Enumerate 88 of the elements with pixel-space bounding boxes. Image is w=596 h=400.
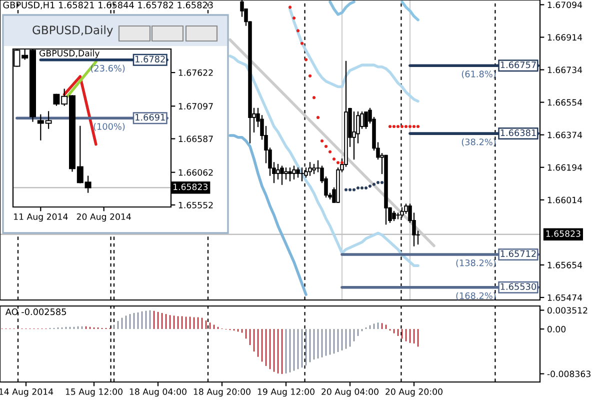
candlestick	[288, 168, 292, 182]
data-label: 1.65712	[500, 250, 536, 258]
point	[352, 188, 356, 192]
point	[360, 186, 364, 190]
x-tick-label: 15 Aug 12:00	[66, 388, 122, 397]
series-label: (38.2%)	[462, 138, 496, 146]
y-tick-label: 0.003512	[548, 307, 588, 314]
candlestick	[280, 166, 284, 185]
y-tick-label: 1.67622	[178, 69, 213, 76]
point	[340, 161, 344, 164]
point	[356, 186, 360, 190]
line-series	[400, 0, 420, 22]
point	[376, 180, 380, 184]
point	[336, 161, 340, 164]
point	[392, 124, 396, 128]
point	[332, 157, 336, 161]
x-tick-label: 11 Aug 2014	[14, 213, 68, 222]
data-label: 1.6691	[136, 114, 165, 121]
series-label: (138.2%)	[456, 259, 496, 268]
y-tick-label: 1.65654	[548, 262, 582, 268]
y-tick-label: 1.66374	[548, 132, 582, 138]
y-tick-label: 1.67094	[548, 2, 582, 8]
x-tick-label: 20 Aug 2014	[76, 213, 131, 222]
chart-title: GBPUSD,Daily	[32, 25, 113, 37]
ref-line-label: 1.65823	[174, 184, 208, 190]
point	[380, 180, 384, 184]
point	[372, 182, 376, 186]
point	[324, 144, 328, 148]
x-tick-label: 20 Aug 04:00	[322, 388, 378, 397]
point	[308, 74, 312, 78]
point	[348, 188, 352, 192]
chart-subtitle: GBPUSD,Daily	[40, 50, 100, 58]
y-tick-label: 1.67097	[178, 103, 213, 110]
y-tick-label: -0.008363	[547, 370, 590, 378]
point	[292, 16, 296, 20]
point	[312, 96, 316, 100]
ref-line-label: 1.65823	[546, 230, 580, 237]
point	[388, 124, 392, 128]
data-label: 1.65530	[500, 283, 536, 290]
x-tick-label: 19 Aug 12:00	[258, 388, 314, 397]
chart-title: AO -0.002585	[5, 308, 66, 316]
series-label: (100%)	[94, 122, 125, 131]
line-series	[228, 54, 420, 268]
point	[364, 186, 368, 190]
y-tick-label: 1.65474	[548, 294, 582, 301]
point	[412, 124, 416, 128]
y-tick-label: 0.00	[548, 326, 566, 332]
candlestick	[292, 166, 296, 180]
candlestick	[312, 164, 316, 174]
point	[320, 139, 324, 143]
line-series	[228, 134, 308, 296]
chart-title: GBPUSD,H1 1.65821 1.65844 1.65782 1.65823	[3, 2, 213, 10]
point	[344, 188, 348, 192]
point	[300, 42, 304, 45]
series-label: (168.2%)	[456, 292, 496, 300]
point	[316, 116, 320, 120]
y-tick-label: 1.66914	[548, 34, 582, 41]
y-tick-label: 1.66554	[548, 99, 582, 106]
x-tick-label: 20 Aug 20:00	[386, 388, 442, 397]
data-label: 1.66381	[500, 129, 536, 136]
point	[408, 124, 412, 128]
candlestick	[276, 164, 280, 180]
point	[328, 150, 332, 154]
data-label: 1.66757	[500, 61, 536, 68]
line-series	[328, 0, 356, 16]
point	[368, 184, 372, 188]
x-tick-label: 18 Aug 04:00	[130, 388, 186, 397]
candlestick	[364, 111, 368, 129]
point	[296, 29, 300, 32]
point	[288, 6, 292, 9]
y-tick-label: 1.66734	[548, 66, 582, 74]
candlestick	[352, 111, 356, 160]
series-label: (23.6%)	[90, 64, 125, 73]
point	[404, 124, 408, 128]
y-tick-label: 1.66194	[548, 164, 582, 171]
series-label: (61.8%)	[462, 70, 496, 78]
y-tick-label: 1.65552	[178, 202, 213, 208]
point	[416, 124, 420, 128]
candlestick	[296, 168, 300, 178]
y-tick-label: 1.66587	[178, 136, 213, 142]
x-tick-label: 18 Aug 20:00	[194, 388, 250, 397]
candlestick	[284, 168, 288, 180]
y-tick-label: 1.66062	[178, 169, 213, 176]
candlestick	[392, 210, 396, 222]
data-label: 1.6782	[136, 56, 165, 62]
point	[396, 124, 400, 128]
y-tick-label: 1.66014	[548, 196, 582, 204]
candlestick	[308, 162, 312, 176]
